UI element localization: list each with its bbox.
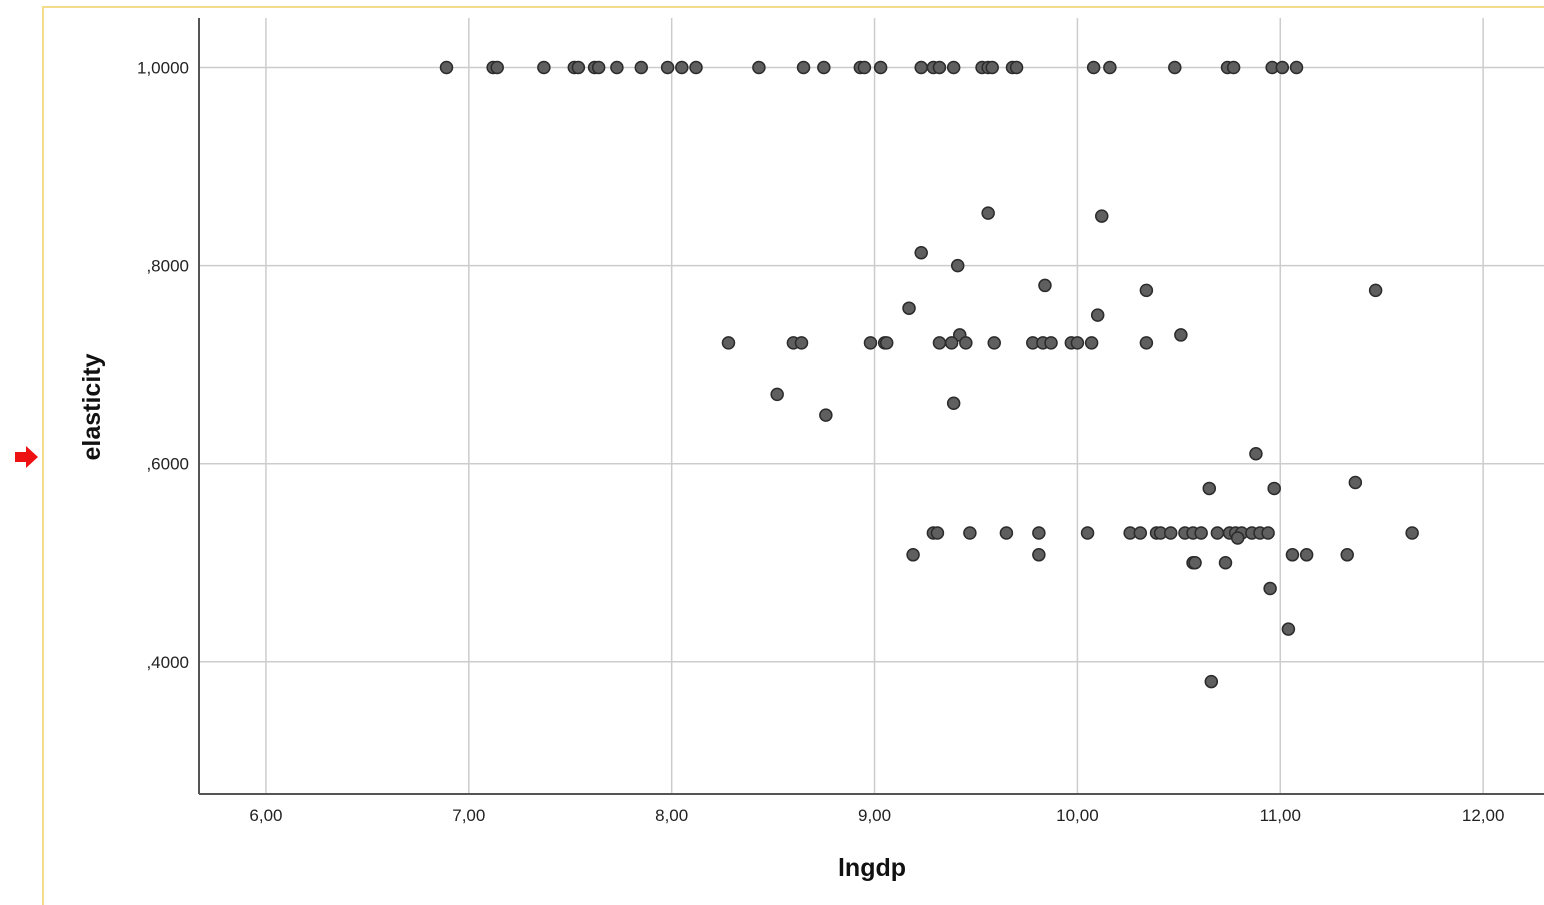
- x-tick-label: 10,00: [1056, 806, 1099, 825]
- x-tick-labels: 6,00 7,00 8,00 9,00 10,00 11,00 12,00: [249, 806, 1504, 825]
- gridlines: [199, 18, 1544, 794]
- x-tick-label: 8,00: [655, 806, 688, 825]
- data-point: [987, 336, 1001, 350]
- data-point: [1103, 60, 1117, 75]
- data-point: [1032, 548, 1046, 562]
- data-point: [689, 60, 703, 75]
- data-point: [1139, 336, 1154, 350]
- data-point: [914, 245, 928, 260]
- x-tick-label: 6,00: [249, 806, 282, 825]
- data-point: [944, 336, 959, 350]
- x-tick-label: 7,00: [452, 806, 485, 825]
- data-point: [1090, 308, 1105, 322]
- data-point: [1188, 555, 1202, 570]
- data-point: [819, 408, 833, 422]
- data-point: [914, 60, 928, 75]
- data-point: [1261, 526, 1275, 540]
- data-point: [963, 526, 977, 540]
- data-point: [1194, 526, 1208, 540]
- data-point: [1299, 548, 1314, 562]
- data-point: [863, 336, 878, 350]
- data-point: [571, 60, 586, 75]
- axes: [198, 18, 1544, 795]
- y-axis-title: elasticity: [78, 353, 106, 460]
- data-point: [1038, 278, 1052, 293]
- data-point: [675, 60, 689, 75]
- data-point: [999, 526, 1014, 540]
- data-point: [1226, 60, 1241, 75]
- arrow-right-icon[interactable]: [15, 446, 38, 468]
- y-tick-labels: ,4000 ,6000 ,8000 1,0000: [137, 59, 189, 672]
- data-point: [906, 548, 920, 562]
- y-tick-label: 1,0000: [137, 59, 189, 78]
- data-points: [439, 60, 1419, 689]
- data-point: [985, 60, 999, 75]
- data-point: [1267, 481, 1281, 496]
- data-point: [1210, 526, 1225, 540]
- data-point: [1230, 531, 1245, 545]
- data-point: [1249, 447, 1263, 461]
- y-tick-label: ,8000: [146, 257, 189, 276]
- data-point: [634, 60, 648, 75]
- data-point: [1289, 60, 1304, 75]
- data-point: [1204, 674, 1219, 689]
- data-point: [1095, 209, 1109, 223]
- data-point: [1133, 526, 1148, 540]
- data-point: [1086, 60, 1101, 75]
- data-point: [1368, 283, 1383, 298]
- data-point: [1139, 283, 1154, 298]
- data-point: [879, 336, 894, 350]
- data-point: [591, 60, 606, 75]
- output-viewer-frame: [42, 6, 1544, 905]
- data-point: [1168, 60, 1182, 75]
- data-point: [946, 396, 961, 411]
- data-point: [490, 60, 504, 75]
- x-tick-label: 9,00: [858, 806, 891, 825]
- data-point: [1285, 548, 1300, 562]
- data-point: [930, 526, 945, 540]
- data-point: [1174, 328, 1188, 342]
- data-point: [1405, 526, 1419, 540]
- x-axis-title: lngdp: [838, 854, 906, 882]
- data-point: [1080, 526, 1095, 540]
- data-point: [1202, 481, 1217, 496]
- data-point: [946, 60, 961, 75]
- data-point: [796, 60, 811, 75]
- data-point: [981, 206, 995, 220]
- data-point: [959, 336, 973, 350]
- data-point: [1340, 548, 1354, 562]
- data-point: [794, 336, 809, 350]
- data-point: [857, 60, 872, 75]
- data-point: [752, 60, 766, 75]
- data-point: [537, 60, 551, 75]
- data-point: [932, 60, 947, 75]
- data-point: [770, 387, 784, 402]
- data-point: [610, 60, 624, 75]
- data-point: [721, 336, 736, 350]
- data-point: [1084, 336, 1099, 350]
- data-point: [1275, 60, 1290, 75]
- data-point: [1044, 336, 1058, 350]
- x-tick-label: 11,00: [1260, 806, 1301, 825]
- y-tick-label: ,6000: [146, 455, 189, 474]
- data-point: [1218, 555, 1233, 570]
- data-point: [1032, 526, 1046, 540]
- data-point: [873, 60, 888, 75]
- x-tick-label: 12,00: [1462, 806, 1505, 825]
- data-point: [1163, 526, 1178, 540]
- data-point: [1070, 336, 1085, 350]
- data-point: [1348, 475, 1363, 490]
- data-point: [439, 60, 454, 75]
- data-point: [902, 301, 916, 315]
- data-point: [932, 336, 947, 350]
- y-tick-label: ,4000: [146, 653, 189, 672]
- data-point: [1281, 622, 1296, 636]
- data-point: [660, 60, 675, 75]
- data-point: [950, 258, 965, 273]
- data-point: [1263, 581, 1277, 596]
- data-point: [817, 60, 831, 75]
- data-point: [1009, 60, 1024, 75]
